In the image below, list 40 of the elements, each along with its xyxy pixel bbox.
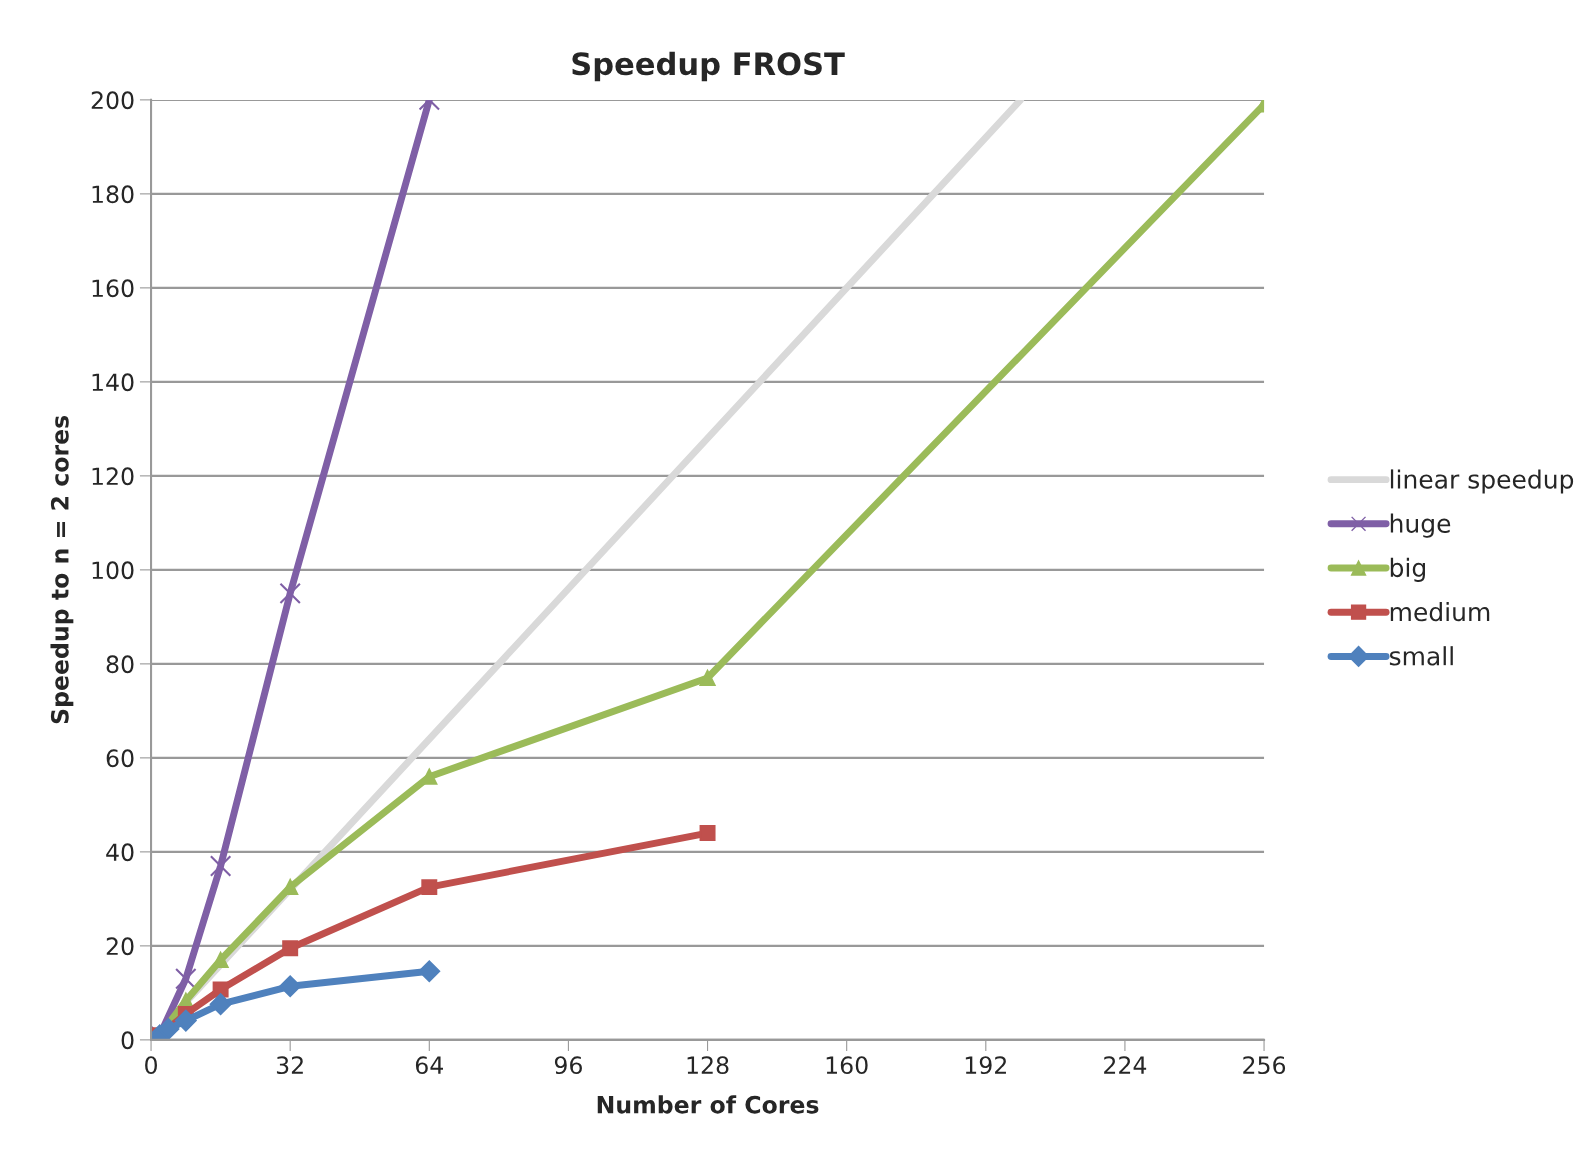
legend-label: small [1389, 646, 1453, 666]
point [699, 669, 716, 686]
point [209, 855, 232, 877]
x-tick-label: 32 [276, 1056, 303, 1075]
point [212, 981, 229, 998]
point [421, 879, 438, 896]
x-tick-label: 192 [965, 1056, 1006, 1075]
point [174, 1009, 197, 1032]
x-axis-title: Number of Cores [597, 1095, 819, 1114]
legend-label: big [1390, 557, 1425, 582]
y-tick-label: 180 [92, 185, 134, 204]
point [209, 993, 232, 1016]
point [699, 825, 716, 842]
point [418, 960, 441, 983]
x-tick-label: 128 [687, 1056, 729, 1075]
y-tick-label: 140 [92, 373, 134, 392]
x-tick-label: 160 [826, 1056, 868, 1075]
point [279, 582, 301, 605]
legend-label: linear speedup [1390, 469, 1574, 494]
legend-label: medium [1390, 601, 1490, 622]
y-tick-label: 80 [106, 655, 134, 674]
x-tick-label: 224 [1104, 1056, 1147, 1074]
point [279, 975, 302, 998]
y-tick-label: 200 [91, 91, 134, 110]
legend-label: huge [1390, 513, 1451, 538]
y-tick-label: 0 [121, 1031, 134, 1050]
y-tick-label: 120 [92, 467, 134, 486]
y-tick-label: 20 [106, 937, 134, 956]
y-axis-title: Speedup to n = 2 cores [50, 415, 74, 724]
x-tick-label: 64 [415, 1056, 443, 1075]
chart-title: Speedup FROST [572, 51, 845, 82]
x-tick-label: 96 [554, 1056, 582, 1075]
x-tick-label: 0 [145, 1056, 157, 1075]
y-tick-label: 40 [106, 843, 134, 862]
point [282, 940, 299, 957]
point [175, 968, 197, 990]
x-tick-label: 256 [1243, 1056, 1286, 1075]
y-tick-label: 160 [92, 279, 134, 298]
y-tick-label: 100 [92, 561, 134, 580]
y-tick-label: 60 [106, 749, 134, 768]
